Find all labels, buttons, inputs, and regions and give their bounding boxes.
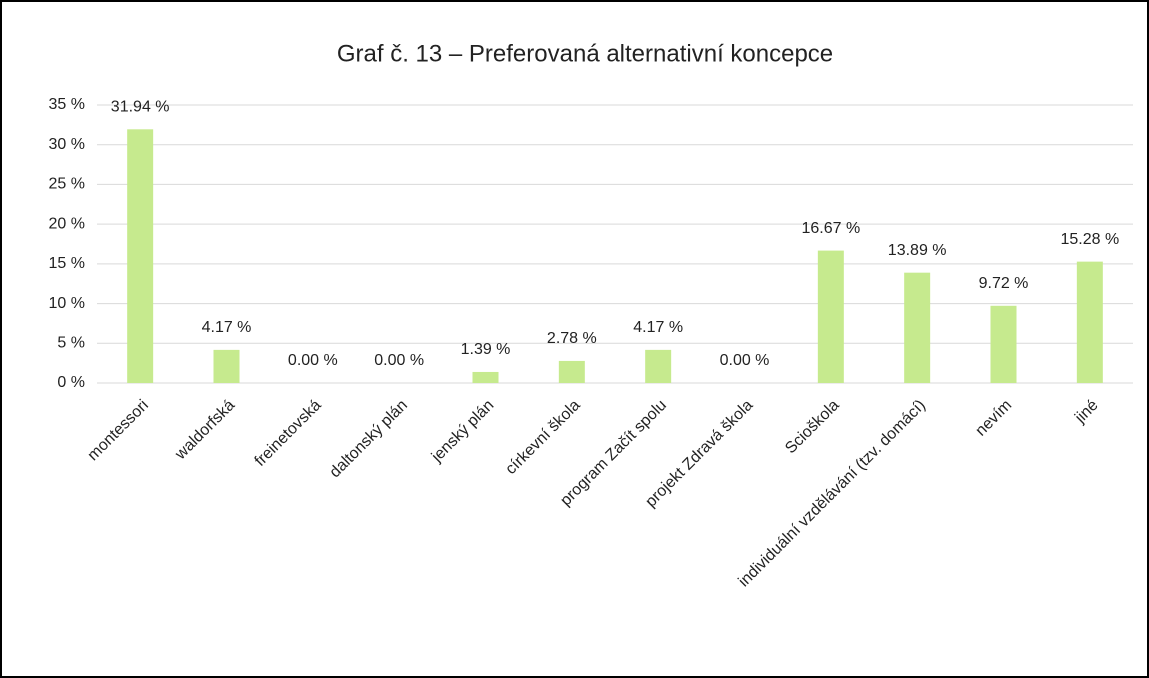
value-label: 13.89 % bbox=[888, 242, 947, 259]
y-tick-label: 10 % bbox=[49, 295, 85, 312]
value-label: 9.72 % bbox=[979, 275, 1029, 292]
value-label: 16.67 % bbox=[801, 220, 860, 237]
value-label: 0.00 % bbox=[720, 352, 770, 369]
value-label: 31.94 % bbox=[111, 99, 170, 116]
y-tick-label: 35 % bbox=[49, 96, 85, 113]
bar bbox=[645, 349, 672, 383]
value-label: 4.17 % bbox=[202, 319, 252, 336]
value-label: 1.39 % bbox=[461, 341, 511, 358]
y-tick-label: 25 % bbox=[49, 176, 85, 193]
bar bbox=[558, 360, 585, 383]
bar bbox=[817, 250, 844, 383]
y-tick-label: 15 % bbox=[49, 255, 85, 272]
bar bbox=[1076, 261, 1103, 383]
value-label: 2.78 % bbox=[547, 330, 597, 347]
value-label: 0.00 % bbox=[288, 352, 338, 369]
value-label: 15.28 % bbox=[1060, 231, 1119, 248]
bar bbox=[904, 272, 931, 383]
chart-title: Graf č. 13 – Preferovaná alternativní ko… bbox=[337, 40, 833, 67]
value-label: 0.00 % bbox=[374, 352, 424, 369]
y-tick-label: 5 % bbox=[57, 335, 85, 352]
bar bbox=[213, 349, 240, 383]
y-tick-label: 0 % bbox=[57, 374, 85, 391]
bar bbox=[472, 371, 499, 383]
value-label: 4.17 % bbox=[633, 319, 683, 336]
y-tick-label: 30 % bbox=[49, 136, 85, 153]
bar bbox=[127, 129, 154, 383]
y-tick-label: 20 % bbox=[49, 215, 85, 232]
bar bbox=[990, 305, 1017, 383]
